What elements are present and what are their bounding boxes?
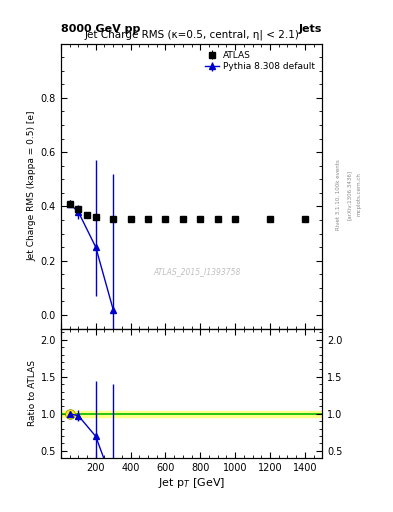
Title: Jet Charge RMS (κ=0.5, central, η| < 2.1): Jet Charge RMS (κ=0.5, central, η| < 2.1…	[84, 30, 299, 40]
Text: ATLAS_2015_I1393758: ATLAS_2015_I1393758	[153, 267, 241, 276]
Text: 8000 GeV pp: 8000 GeV pp	[61, 24, 140, 34]
Text: mcplots.cern.ch: mcplots.cern.ch	[357, 173, 362, 217]
Y-axis label: Ratio to ATLAS: Ratio to ATLAS	[28, 360, 37, 426]
Legend: ATLAS, Pythia 8.308 default: ATLAS, Pythia 8.308 default	[202, 48, 318, 74]
X-axis label: Jet p$_{T}$ [GeV]: Jet p$_{T}$ [GeV]	[158, 476, 225, 490]
Text: Rivet 3.1.10, 100k events: Rivet 3.1.10, 100k events	[336, 159, 341, 230]
Text: [arXiv:1306.3436]: [arXiv:1306.3436]	[347, 169, 352, 220]
Text: Jets: Jets	[299, 24, 322, 34]
Bar	[61, 411, 322, 417]
Y-axis label: Jet Charge RMS (kappa = 0.5) [e]: Jet Charge RMS (kappa = 0.5) [e]	[28, 111, 37, 261]
